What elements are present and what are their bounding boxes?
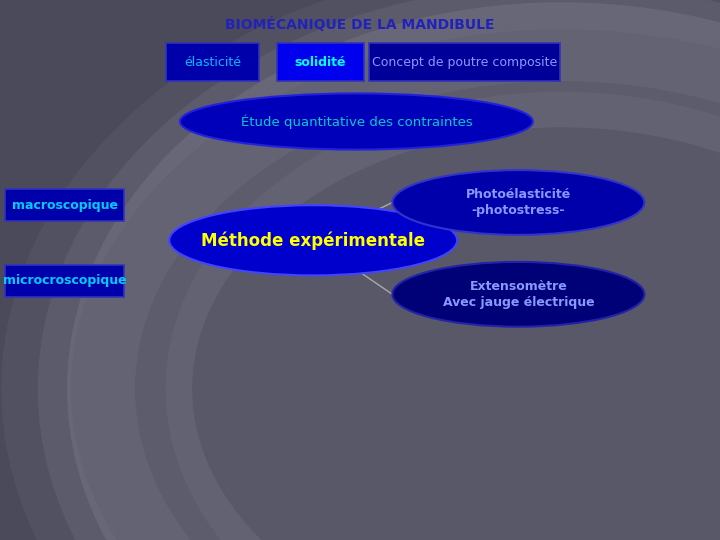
Text: Photoélasticité
-photostress-: Photoélasticité -photostress- (466, 188, 571, 217)
Ellipse shape (169, 205, 457, 275)
Text: solidité: solidité (294, 56, 346, 69)
FancyBboxPatch shape (166, 43, 259, 81)
Text: Méthode expérimentale: Méthode expérimentale (201, 231, 426, 249)
Text: élasticité: élasticité (184, 56, 241, 69)
Ellipse shape (180, 93, 533, 150)
Text: macroscopique: macroscopique (12, 199, 118, 212)
FancyBboxPatch shape (5, 189, 125, 221)
FancyBboxPatch shape (369, 43, 560, 81)
Text: microcroscopique: microcroscopique (3, 274, 127, 287)
Ellipse shape (392, 262, 644, 327)
Text: BIOMÉCANIQUE DE LA MANDIBULE: BIOMÉCANIQUE DE LA MANDIBULE (225, 17, 495, 32)
Text: Étude quantitative des contraintes: Étude quantitative des contraintes (240, 114, 472, 129)
FancyBboxPatch shape (5, 265, 125, 297)
Ellipse shape (392, 170, 644, 235)
Circle shape (166, 92, 720, 540)
Text: Concept de poutre composite: Concept de poutre composite (372, 56, 557, 69)
Text: Extensomètre
Avec jauge électrique: Extensomètre Avec jauge électrique (443, 280, 594, 309)
FancyBboxPatch shape (277, 43, 364, 81)
